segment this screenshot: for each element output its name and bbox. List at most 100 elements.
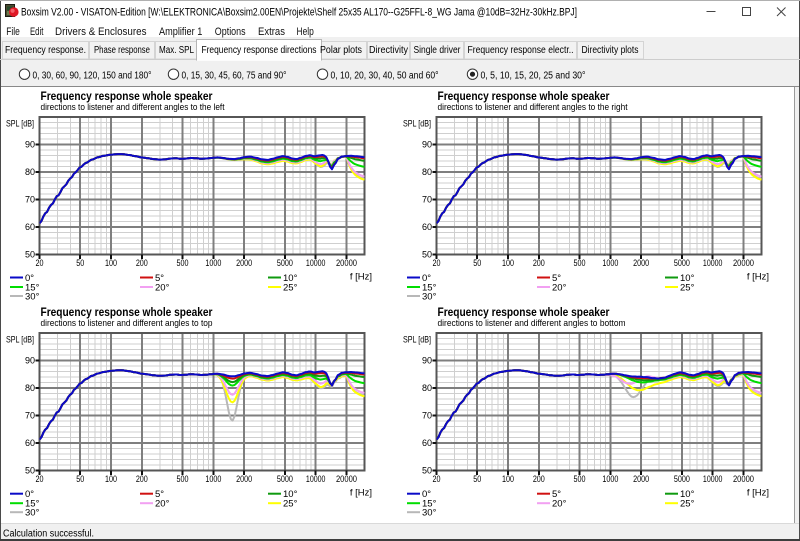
svg-text:20°: 20° — [552, 283, 567, 294]
svg-text:25°: 25° — [283, 283, 298, 294]
svg-text:0, 10, 20, 30, 40, 50 and 60°: 0, 10, 20, 30, 40, 50 and 60° — [331, 71, 439, 82]
svg-text:SPL [dB]: SPL [dB] — [6, 335, 34, 346]
svg-text:15°: 15° — [422, 283, 437, 294]
svg-text:Frequency response directions: Frequency response directions — [202, 45, 317, 56]
svg-text:10000: 10000 — [703, 258, 723, 268]
svg-text:15°: 15° — [25, 499, 40, 510]
svg-text:Directivity: Directivity — [369, 45, 408, 56]
svg-text:200: 200 — [533, 474, 545, 484]
svg-text:0, 15, 30, 45, 60, 75 and 90°: 0, 15, 30, 45, 60, 75 and 90° — [182, 71, 287, 82]
svg-text:Drivers & Enclosures: Drivers & Enclosures — [55, 26, 147, 38]
svg-text:0°: 0° — [422, 273, 431, 284]
svg-text:10°: 10° — [680, 273, 695, 284]
svg-text:100: 100 — [502, 474, 514, 484]
svg-text:80: 80 — [25, 167, 35, 177]
svg-text:1000: 1000 — [205, 258, 221, 268]
svg-text:20000: 20000 — [336, 258, 357, 268]
svg-text:90: 90 — [25, 140, 35, 150]
svg-text:60: 60 — [25, 438, 35, 448]
svg-text:20000: 20000 — [733, 474, 754, 484]
svg-text:5000: 5000 — [674, 258, 690, 268]
svg-text:25°: 25° — [680, 499, 695, 510]
svg-text:80: 80 — [422, 167, 432, 177]
svg-text:Frequency response.: Frequency response. — [5, 45, 86, 56]
svg-text:50: 50 — [76, 474, 84, 484]
svg-text:60: 60 — [422, 222, 432, 232]
svg-text:200: 200 — [136, 474, 148, 484]
svg-text:Frequency response whole speak: Frequency response whole speaker — [41, 91, 213, 103]
svg-text:50: 50 — [25, 466, 35, 476]
svg-text:5°: 5° — [155, 489, 164, 500]
svg-text:15°: 15° — [422, 499, 437, 510]
svg-text:20: 20 — [36, 474, 44, 484]
svg-text:5000: 5000 — [674, 474, 690, 484]
svg-text:20000: 20000 — [336, 474, 357, 484]
svg-text:Frequency response whole speak: Frequency response whole speaker — [438, 91, 610, 103]
svg-text:20°: 20° — [155, 499, 170, 510]
svg-text:500: 500 — [177, 474, 189, 484]
svg-text:Help: Help — [297, 26, 314, 38]
svg-text:500: 500 — [574, 474, 586, 484]
svg-text:70: 70 — [422, 411, 432, 421]
svg-text:5°: 5° — [155, 273, 164, 284]
svg-text:5°: 5° — [552, 489, 561, 500]
svg-text:50: 50 — [422, 466, 432, 476]
svg-text:Frequency response whole speak: Frequency response whole speaker — [438, 307, 610, 319]
svg-text:10000: 10000 — [306, 474, 326, 484]
svg-text:60: 60 — [422, 438, 432, 448]
svg-text:2000: 2000 — [633, 474, 649, 484]
svg-text:50: 50 — [25, 250, 35, 260]
svg-text:100: 100 — [105, 258, 117, 268]
svg-text:5000: 5000 — [277, 474, 293, 484]
svg-text:20°: 20° — [155, 283, 170, 294]
svg-text:50: 50 — [473, 258, 481, 268]
svg-text:25°: 25° — [680, 283, 695, 294]
svg-text:80: 80 — [25, 383, 35, 393]
svg-text:1000: 1000 — [205, 474, 221, 484]
svg-text:10000: 10000 — [306, 258, 326, 268]
svg-text:200: 200 — [533, 258, 545, 268]
svg-text:20: 20 — [433, 258, 441, 268]
svg-text:90: 90 — [422, 140, 432, 150]
svg-text:20000: 20000 — [733, 258, 754, 268]
svg-text:10000: 10000 — [703, 474, 723, 484]
svg-text:Frequency response electr..: Frequency response electr.. — [468, 45, 574, 56]
svg-text:Frequency response whole speak: Frequency response whole speaker — [41, 307, 213, 319]
svg-text:15°: 15° — [25, 283, 40, 294]
svg-text:directions to listener and dif: directions to listener and different ang… — [41, 318, 213, 329]
svg-text:100: 100 — [105, 474, 117, 484]
svg-text:100: 100 — [502, 258, 514, 268]
svg-text:File: File — [6, 26, 20, 38]
svg-text:70: 70 — [422, 195, 432, 205]
svg-text:10°: 10° — [680, 489, 695, 500]
svg-text:60: 60 — [25, 222, 35, 232]
svg-text:0, 5, 10, 15, 20, 25 and 30°: 0, 5, 10, 15, 20, 25 and 30° — [481, 71, 586, 82]
svg-text:2000: 2000 — [236, 474, 252, 484]
svg-text:90: 90 — [422, 356, 432, 366]
svg-text:200: 200 — [136, 258, 148, 268]
svg-text:Max. SPL: Max. SPL — [159, 45, 194, 56]
svg-text:SPL [dB]: SPL [dB] — [403, 335, 431, 346]
svg-text:10°: 10° — [283, 273, 298, 284]
svg-text:1000: 1000 — [602, 258, 618, 268]
svg-text:Calculation successful.: Calculation successful. — [3, 529, 94, 540]
svg-text:1000: 1000 — [602, 474, 618, 484]
svg-text:50: 50 — [473, 474, 481, 484]
svg-text:70: 70 — [25, 195, 35, 205]
svg-text:25°: 25° — [283, 499, 298, 510]
svg-text:SPL [dB]: SPL [dB] — [403, 119, 431, 130]
svg-text:Boxsim V2.00 - VISATON-Edition: Boxsim V2.00 - VISATON-Edition [W:\ELEKT… — [21, 7, 577, 19]
svg-text:directions to listener and dif: directions to listener and different ang… — [438, 102, 628, 113]
svg-text:Edit: Edit — [30, 26, 43, 38]
svg-text:5000: 5000 — [277, 258, 293, 268]
svg-text:SPL [dB]: SPL [dB] — [6, 119, 34, 130]
svg-text:20: 20 — [36, 258, 44, 268]
svg-text:f [Hz]: f [Hz] — [747, 488, 769, 499]
svg-text:500: 500 — [574, 258, 586, 268]
svg-text:50: 50 — [76, 258, 84, 268]
svg-text:30°: 30° — [25, 292, 40, 303]
svg-text:Directivity plots: Directivity plots — [582, 45, 639, 56]
svg-text:Single driver: Single driver — [414, 45, 462, 56]
svg-text:500: 500 — [177, 258, 189, 268]
svg-text:Extras: Extras — [258, 26, 285, 38]
